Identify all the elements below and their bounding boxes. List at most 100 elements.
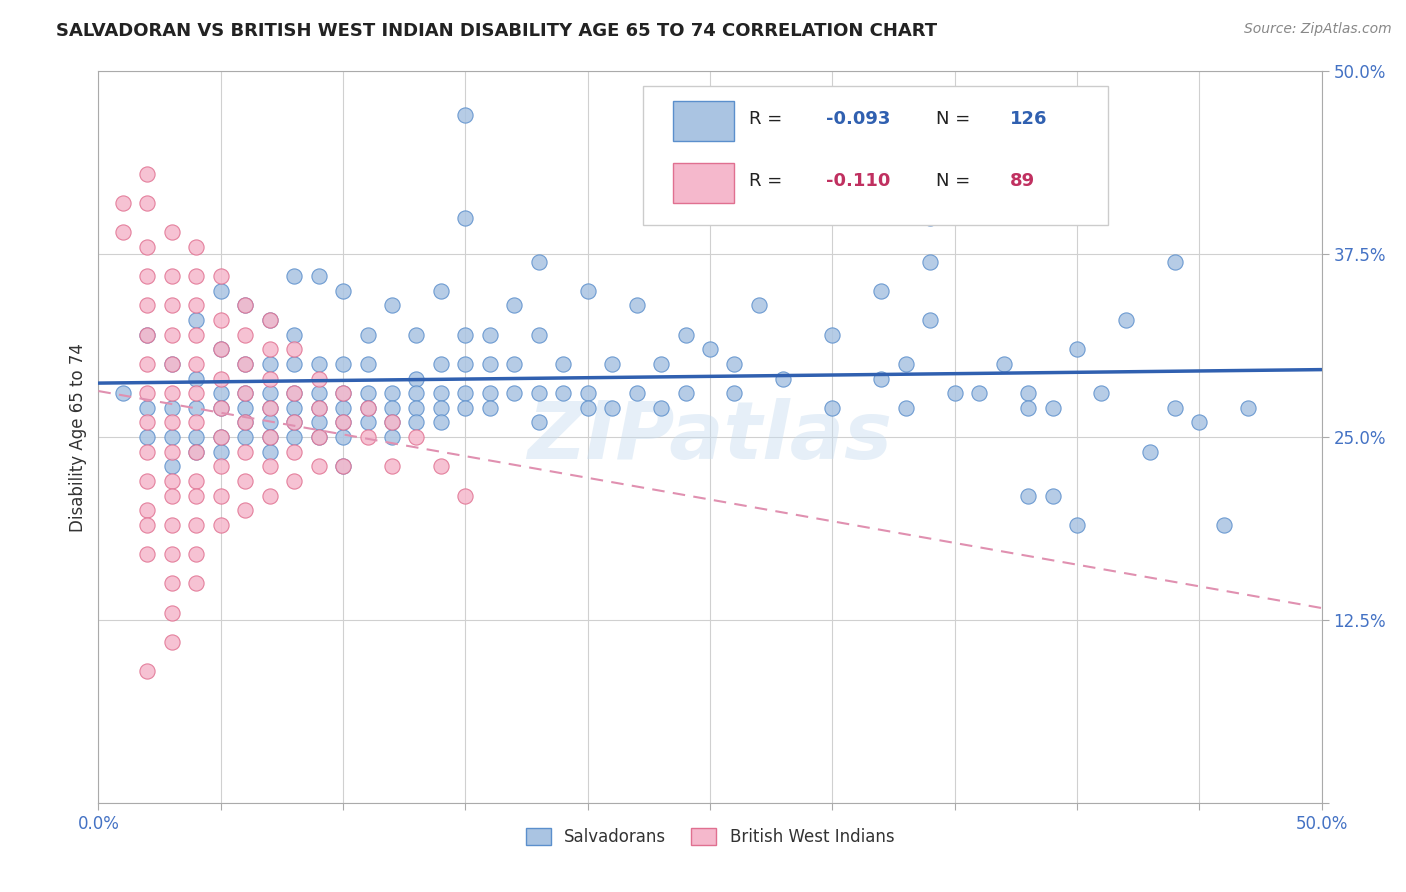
Point <box>553 357 575 371</box>
Point <box>650 357 672 371</box>
Point <box>454 211 477 225</box>
Point <box>160 576 183 591</box>
Point <box>1164 401 1187 415</box>
Point <box>209 430 232 444</box>
Text: R =: R = <box>749 172 789 190</box>
Point <box>381 416 404 430</box>
Point <box>136 167 159 181</box>
Point <box>1090 386 1112 401</box>
Point <box>283 430 305 444</box>
Point <box>209 517 232 532</box>
Point <box>186 401 208 415</box>
Point <box>233 298 256 312</box>
Point <box>332 459 354 474</box>
Point <box>381 416 404 430</box>
Text: 126: 126 <box>1010 110 1047 128</box>
Point <box>160 430 183 444</box>
Point <box>332 416 354 430</box>
Point <box>283 416 305 430</box>
Point <box>920 313 942 327</box>
Point <box>209 401 232 415</box>
Point <box>308 357 330 371</box>
Point <box>894 401 917 415</box>
Point <box>527 416 550 430</box>
Point <box>527 327 550 342</box>
Legend: Salvadorans, British West Indians: Salvadorans, British West Indians <box>519 822 901 853</box>
Point <box>111 196 134 211</box>
Point <box>626 386 648 401</box>
Point <box>1237 401 1260 415</box>
Point <box>772 371 794 385</box>
Point <box>943 386 966 401</box>
Point <box>160 327 183 342</box>
Point <box>454 108 477 122</box>
Point <box>209 401 232 415</box>
Point <box>308 401 330 415</box>
Point <box>259 444 281 458</box>
Point <box>233 298 256 312</box>
Point <box>186 386 208 401</box>
Point <box>308 269 330 284</box>
Text: 89: 89 <box>1010 172 1035 190</box>
Point <box>136 386 159 401</box>
Point <box>160 416 183 430</box>
Point <box>209 489 232 503</box>
Point <box>160 401 183 415</box>
Point <box>405 401 427 415</box>
Point <box>259 357 281 371</box>
Point <box>1066 517 1088 532</box>
Point <box>576 401 599 415</box>
Point <box>381 298 404 312</box>
Point <box>430 459 453 474</box>
Point <box>356 401 378 415</box>
Point <box>894 357 917 371</box>
Point <box>430 401 453 415</box>
Point <box>233 357 256 371</box>
Text: N =: N = <box>936 110 976 128</box>
Point <box>136 269 159 284</box>
Point <box>308 386 330 401</box>
Point <box>160 357 183 371</box>
Point <box>259 343 281 357</box>
Point <box>723 386 745 401</box>
Point <box>259 313 281 327</box>
Point <box>405 386 427 401</box>
Point <box>209 430 232 444</box>
Point <box>259 430 281 444</box>
Point <box>478 386 501 401</box>
Point <box>186 313 208 327</box>
Point <box>209 386 232 401</box>
Point <box>136 327 159 342</box>
Point <box>186 474 208 488</box>
Point <box>233 503 256 517</box>
Point <box>136 196 159 211</box>
Point <box>136 503 159 517</box>
Point <box>600 401 623 415</box>
Point <box>186 357 208 371</box>
Point <box>527 254 550 268</box>
Point <box>186 240 208 254</box>
Point <box>283 269 305 284</box>
Point <box>259 489 281 503</box>
Point <box>332 401 354 415</box>
Point <box>332 416 354 430</box>
Text: SALVADORAN VS BRITISH WEST INDIAN DISABILITY AGE 65 TO 74 CORRELATION CHART: SALVADORAN VS BRITISH WEST INDIAN DISABI… <box>56 22 938 40</box>
Point <box>283 357 305 371</box>
Point <box>430 357 453 371</box>
Point <box>186 269 208 284</box>
Point <box>332 357 354 371</box>
Point <box>870 371 893 385</box>
Point <box>1164 254 1187 268</box>
Point <box>209 459 232 474</box>
Point <box>405 430 427 444</box>
Point <box>748 298 770 312</box>
Point <box>283 444 305 458</box>
Point <box>381 430 404 444</box>
Point <box>454 357 477 371</box>
Point <box>405 327 427 342</box>
Point <box>381 401 404 415</box>
Text: N =: N = <box>936 172 976 190</box>
Point <box>576 386 599 401</box>
Point <box>454 327 477 342</box>
Point <box>209 313 232 327</box>
